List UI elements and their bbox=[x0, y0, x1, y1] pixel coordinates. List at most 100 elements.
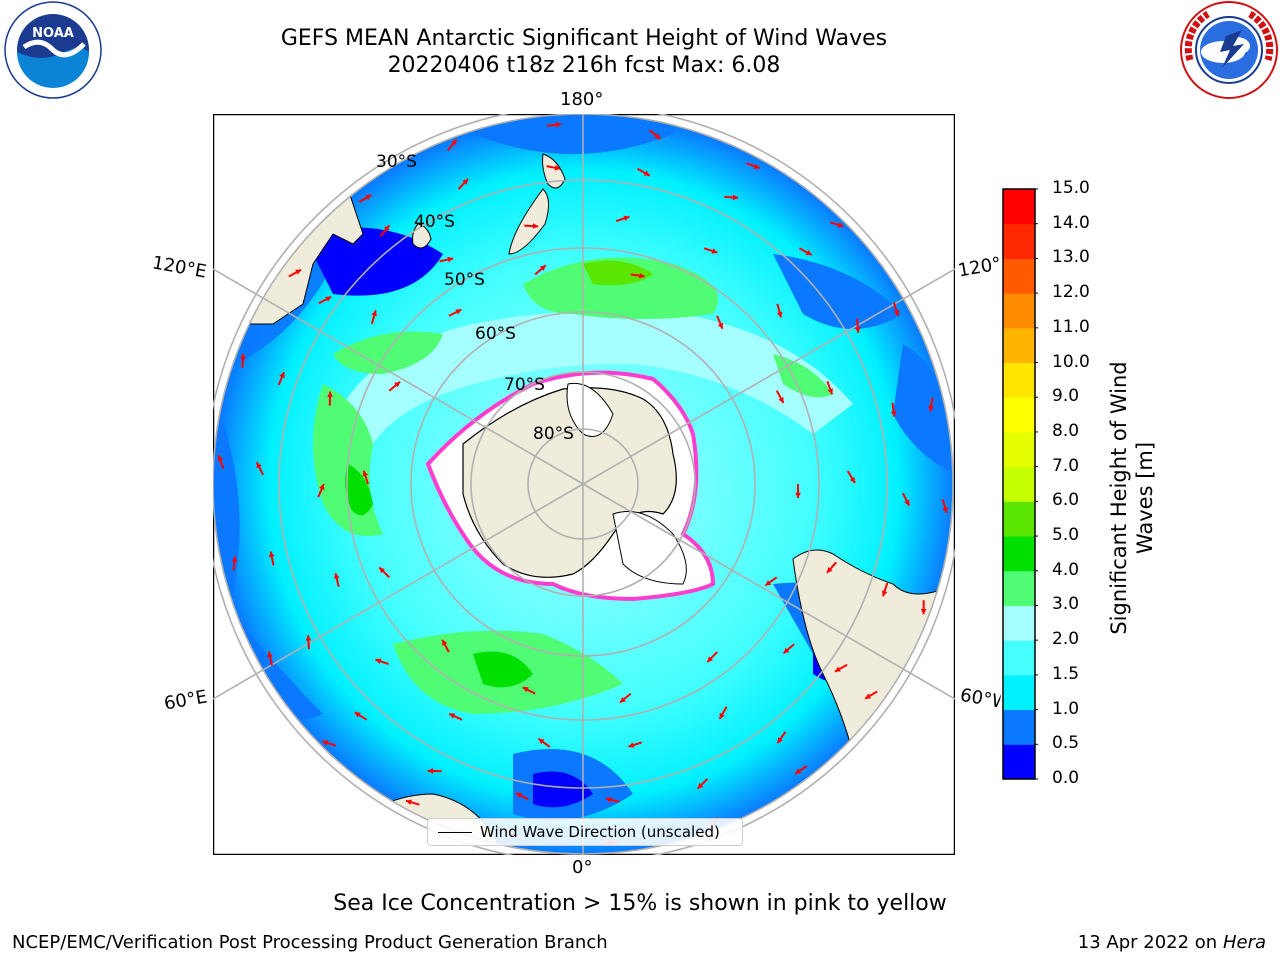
wave-direction-arrowhead bbox=[532, 223, 539, 229]
wave-direction-arrowhead bbox=[319, 484, 325, 491]
colorbar-swatch bbox=[1003, 640, 1035, 676]
colorbar-tick-label: 7.0 bbox=[1052, 455, 1080, 476]
wave-direction-arrowhead bbox=[928, 405, 934, 412]
chart-subtitle: 20220406 t18z 216h fcst Max: 6.08 bbox=[387, 53, 781, 78]
wave-region-3m bbox=[523, 257, 718, 319]
lat-label-50s: 50°S bbox=[444, 270, 485, 290]
lon-label-120e: 120°E bbox=[150, 252, 209, 283]
colorbar-tick-label: 6.0 bbox=[1052, 490, 1080, 511]
wave-direction-arrowhead bbox=[554, 165, 561, 171]
wave-direction-arrowhead bbox=[354, 712, 361, 718]
wave-direction-arrowhead bbox=[778, 397, 784, 403]
wave-direction-arrowhead bbox=[795, 492, 801, 498]
wave-region-lowest bbox=[533, 771, 593, 808]
land-new-zealand-north bbox=[542, 153, 566, 189]
wave-region-low bbox=[463, 114, 683, 154]
wave-direction-arrowhead bbox=[719, 712, 725, 719]
colorbar-tick-label: 15.0 bbox=[1052, 178, 1090, 198]
wave-direction-arrowhead bbox=[231, 556, 238, 563]
wave-direction-arrowhead bbox=[451, 139, 457, 146]
wave-region-low bbox=[773, 254, 903, 329]
colorbar-tick-label: 1.5 bbox=[1052, 663, 1080, 684]
wave-direction-arrowhead bbox=[920, 609, 927, 615]
graticule bbox=[213, 114, 955, 855]
colorbar-tick-label: 11.0 bbox=[1052, 316, 1090, 337]
wave-direction-arrowhead bbox=[295, 269, 302, 275]
lon-label-180: 180° bbox=[560, 89, 604, 110]
wave-direction-arrowhead bbox=[707, 656, 713, 663]
colorbar-tick-label: 5.0 bbox=[1052, 525, 1080, 546]
lat-label-70s: 70°S bbox=[504, 375, 545, 395]
colorbar-tick-label: 10.0 bbox=[1052, 351, 1090, 372]
colorbar-title-line1: Significant Height of Wind bbox=[1107, 361, 1131, 635]
wave-direction-arrowhead bbox=[827, 388, 833, 395]
wave-direction-arrowhead bbox=[455, 309, 462, 315]
wave-direction-arrowhead bbox=[375, 658, 382, 664]
wave-direction-arrowhead bbox=[628, 742, 635, 748]
colorbar-tick-label: 2.0 bbox=[1052, 629, 1080, 650]
footer-host: Hera bbox=[1222, 932, 1266, 953]
wave-direction-arrowhead bbox=[623, 215, 630, 221]
wave-region-mid bbox=[343, 310, 853, 444]
wave-direction-arrowhead bbox=[268, 551, 275, 558]
colorbar-tick-label: 0.0 bbox=[1052, 768, 1080, 788]
wave-direction-arrowhead bbox=[371, 310, 377, 317]
wave-direction-arrowhead bbox=[826, 567, 833, 573]
colorbar-swatch bbox=[1003, 223, 1035, 259]
colorbar bbox=[1002, 188, 1038, 780]
colorbar-swatch bbox=[1003, 605, 1035, 641]
colorbar-swatch bbox=[1003, 674, 1035, 711]
footer-date: 13 Apr 2022 on Hera bbox=[1078, 932, 1266, 953]
wave-direction-arrowhead bbox=[394, 381, 401, 388]
wave-direction-arrowhead bbox=[327, 391, 333, 397]
wave-direction-arrowhead bbox=[654, 133, 661, 140]
wave-region-4m bbox=[583, 260, 653, 286]
lat-label-80s: 80°S bbox=[533, 424, 574, 444]
wave-direction-arrowhead bbox=[256, 462, 262, 469]
wave-direction-arrowhead bbox=[942, 507, 948, 513]
chart-title: GEFS MEAN Antarctic Significant Height o… bbox=[280, 26, 888, 51]
wave-direction-arrowhead bbox=[783, 647, 790, 654]
colorbar-swatch bbox=[1003, 570, 1035, 606]
colorbar-swatch bbox=[1003, 501, 1035, 537]
colorbar-tick-label: 1.0 bbox=[1052, 698, 1080, 719]
colorbar-tick-label: 8.0 bbox=[1052, 420, 1080, 441]
wave-direction-arrowhead bbox=[406, 799, 412, 805]
map-frame bbox=[213, 114, 955, 855]
wave-direction-arrowhead bbox=[805, 249, 812, 255]
noaa-logo: NOAA bbox=[4, 1, 102, 99]
wind-wave-arrows bbox=[217, 121, 948, 846]
wave-direction-arrowhead bbox=[865, 693, 872, 699]
colorbar-swatch bbox=[1003, 362, 1035, 398]
lat-label-40s: 40°S bbox=[414, 212, 455, 232]
colorbar-tick-label: 12.0 bbox=[1052, 282, 1090, 303]
wave-direction-arrowhead bbox=[267, 651, 273, 658]
wave-direction-arrowhead bbox=[555, 121, 562, 128]
wave-direction-arrowhead bbox=[834, 666, 841, 672]
colorbar-swatch bbox=[1003, 431, 1035, 468]
colorbar-swatch bbox=[1003, 258, 1035, 294]
wave-direction-arrowhead bbox=[539, 265, 546, 271]
legend-label: Wind Wave Direction (unscaled) bbox=[480, 823, 720, 841]
wave-direction-arrowhead bbox=[365, 195, 372, 201]
wave-direction-arrowhead bbox=[904, 499, 910, 506]
colorbar-swatch bbox=[1003, 293, 1035, 329]
wave-direction-arrowhead bbox=[732, 194, 739, 201]
colorbar-swatch bbox=[1003, 466, 1035, 502]
noaa-logo-text: NOAA bbox=[32, 26, 74, 41]
colorbar-tick-label: 0.5 bbox=[1052, 733, 1080, 754]
wave-direction-arrowhead bbox=[442, 639, 448, 646]
lon-label-60e: 60°E bbox=[162, 686, 209, 715]
colorbar-title: Significant Height of Wind Waves [m] bbox=[1106, 348, 1158, 648]
colorbar-swatch bbox=[1003, 327, 1035, 364]
wave-direction-arrowhead bbox=[711, 248, 718, 254]
wave-direction-arrowhead bbox=[447, 256, 454, 263]
colorbar-tick-label: 3.0 bbox=[1052, 594, 1080, 615]
wave-direction-arrowhead bbox=[837, 222, 844, 228]
weddell-ice-shelf bbox=[612, 511, 687, 585]
lon-label-60w: 60°W bbox=[958, 684, 1002, 713]
nws-logo bbox=[1180, 1, 1278, 99]
wave-direction-arrowhead bbox=[753, 163, 760, 170]
lon-label-0: 0° bbox=[572, 857, 593, 878]
wave-direction-arrowhead bbox=[881, 590, 888, 597]
